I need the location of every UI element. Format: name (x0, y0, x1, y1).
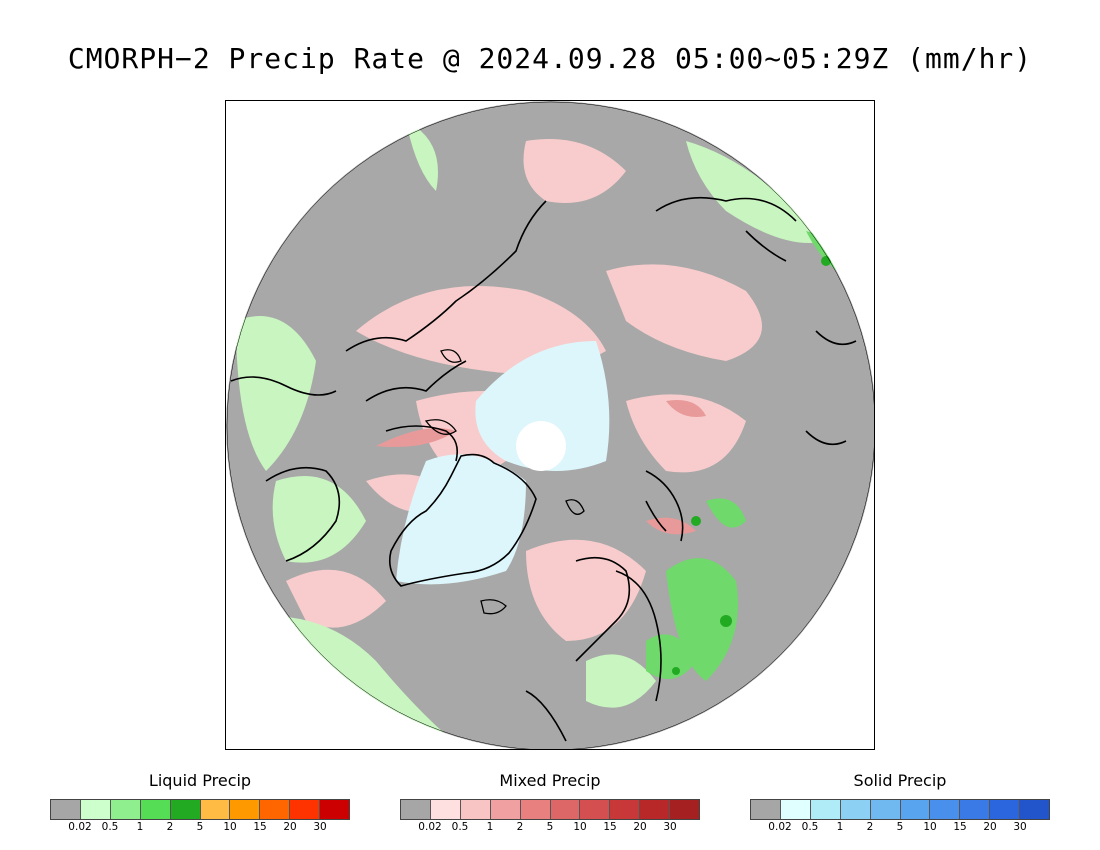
legend-tick-labels: 0.02 0.5 1 2 5 10 15 20 30 (400, 820, 700, 834)
legend-swatch (870, 800, 901, 819)
legend-swatch (1020, 800, 1050, 819)
legend-swatch (260, 800, 291, 819)
legend-swatch (900, 800, 931, 819)
legend-title: Mixed Precip (499, 771, 601, 790)
legend-tick: 1 (486, 821, 494, 833)
islands (424, 349, 585, 615)
legend-mixed: Mixed Precip 0.02 0.5 1 2 5 10 15 20 30 (400, 770, 700, 834)
legend-liquid: Liquid Precip 0.02 0.5 1 2 5 10 15 20 30 (50, 770, 350, 834)
legend-swatch (80, 800, 111, 819)
legend-tick: 10 (223, 821, 237, 833)
coastlines (230, 196, 857, 742)
legend-tick: 2 (866, 821, 874, 833)
legend-swatch (200, 800, 231, 819)
chart-title: CMORPH−2 Precip Rate @ 2024.09.28 05:00~… (67, 42, 1033, 75)
legend-swatch (990, 800, 1021, 819)
legend-swatch (230, 800, 261, 819)
legend-tick-labels: 0.02 0.5 1 2 5 10 15 20 30 (50, 820, 350, 834)
legend-swatch (610, 800, 641, 819)
polar-precip-map (225, 100, 875, 750)
legend-tick: 1 (836, 821, 844, 833)
map-svg (226, 101, 874, 749)
legend-tick: 5 (196, 821, 204, 833)
legend-tick: 0.5 (801, 821, 819, 833)
legend-solid: Solid Precip 0.02 0.5 1 2 5 10 15 20 30 (750, 770, 1050, 834)
legend-swatch (550, 800, 581, 819)
legend-swatch (170, 800, 201, 819)
legend-swatch (810, 800, 841, 819)
legend-tick: 15 (603, 821, 617, 833)
legend-title: Solid Precip (853, 771, 947, 790)
legend-tick: 2 (516, 821, 524, 833)
solid-precip-areas (396, 341, 610, 585)
legend-tick: 30 (663, 821, 677, 833)
north-pole-ice (516, 421, 566, 471)
legend-tick: 0.02 (768, 821, 792, 833)
legend-swatch (290, 800, 321, 819)
legend-color-bar (50, 799, 350, 820)
legend-tick: 2 (166, 821, 174, 833)
legend-swatch (960, 800, 991, 819)
legend-tick-labels: 0.02 0.5 1 2 5 10 15 20 30 (750, 820, 1050, 834)
legend-title: Liquid Precip (148, 771, 252, 790)
legend-tick: 15 (253, 821, 267, 833)
legend-swatch (520, 800, 551, 819)
legend-color-bar (750, 799, 1050, 820)
legend-tick: 0.5 (451, 821, 469, 833)
legend-tick: 0.5 (101, 821, 119, 833)
map-horizon (226, 101, 874, 749)
legend-swatch (430, 800, 461, 819)
legend-tick: 20 (983, 821, 997, 833)
legend-tick: 30 (1013, 821, 1027, 833)
legend-tick: 20 (633, 821, 647, 833)
legend-swatch (930, 800, 961, 819)
legend-swatch (640, 800, 671, 819)
legend-tick: 20 (283, 821, 297, 833)
legend-swatch (751, 800, 781, 819)
legend-tick: 30 (313, 821, 327, 833)
legend-color-bar (400, 799, 700, 820)
legend-swatch (320, 800, 350, 819)
legend-tick: 0.02 (418, 821, 442, 833)
legend-swatch (780, 800, 811, 819)
legend-swatch (401, 800, 431, 819)
legend-swatch (670, 800, 700, 819)
legend-tick: 10 (573, 821, 587, 833)
legend-swatch (110, 800, 141, 819)
legend-tick: 10 (923, 821, 937, 833)
legend-swatch (460, 800, 491, 819)
legend-tick: 1 (136, 821, 144, 833)
legend-tick: 0.02 (68, 821, 92, 833)
legend-swatch (490, 800, 521, 819)
legend-tick: 5 (896, 821, 904, 833)
legend-swatch (840, 800, 871, 819)
legend-swatch (51, 800, 81, 819)
legend-swatch (140, 800, 171, 819)
legend-tick: 15 (953, 821, 967, 833)
legend-tick: 5 (546, 821, 554, 833)
legend-swatch (580, 800, 611, 819)
